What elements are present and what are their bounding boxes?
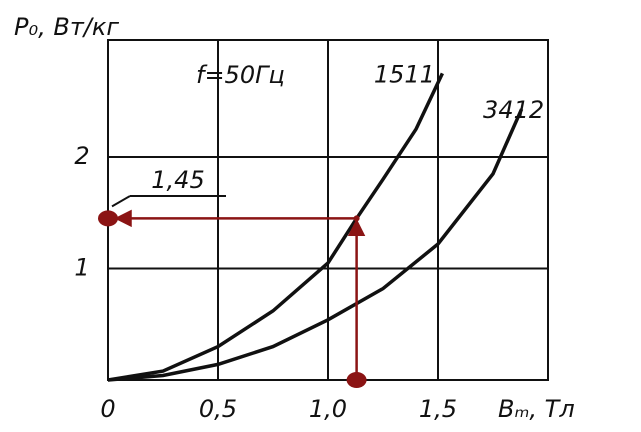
annotation-point [353, 215, 360, 222]
series-label: 3412 [483, 96, 544, 124]
annotation-dot [346, 372, 367, 388]
y-tick-label: 1 [74, 254, 89, 282]
x-tick-label: 1,0 [309, 395, 347, 423]
annotation-label: 1,45 [151, 166, 204, 194]
x-tick-label: 0 [100, 395, 115, 423]
x-tick-label: 1,5 [419, 395, 457, 423]
curve [107, 72, 444, 382]
annotation-dot [98, 210, 118, 227]
x-axis-title: Bₘ, Тл [498, 395, 575, 423]
annotation-underline [111, 195, 131, 208]
series-label: 1511 [374, 60, 435, 88]
note: f=50Гц [196, 61, 285, 89]
y-tick-label: 2 [74, 142, 89, 170]
x-tick-label: 0,5 [199, 395, 237, 423]
y-axis-title: P₀, Вт/кг [14, 13, 119, 41]
curve [107, 108, 524, 382]
